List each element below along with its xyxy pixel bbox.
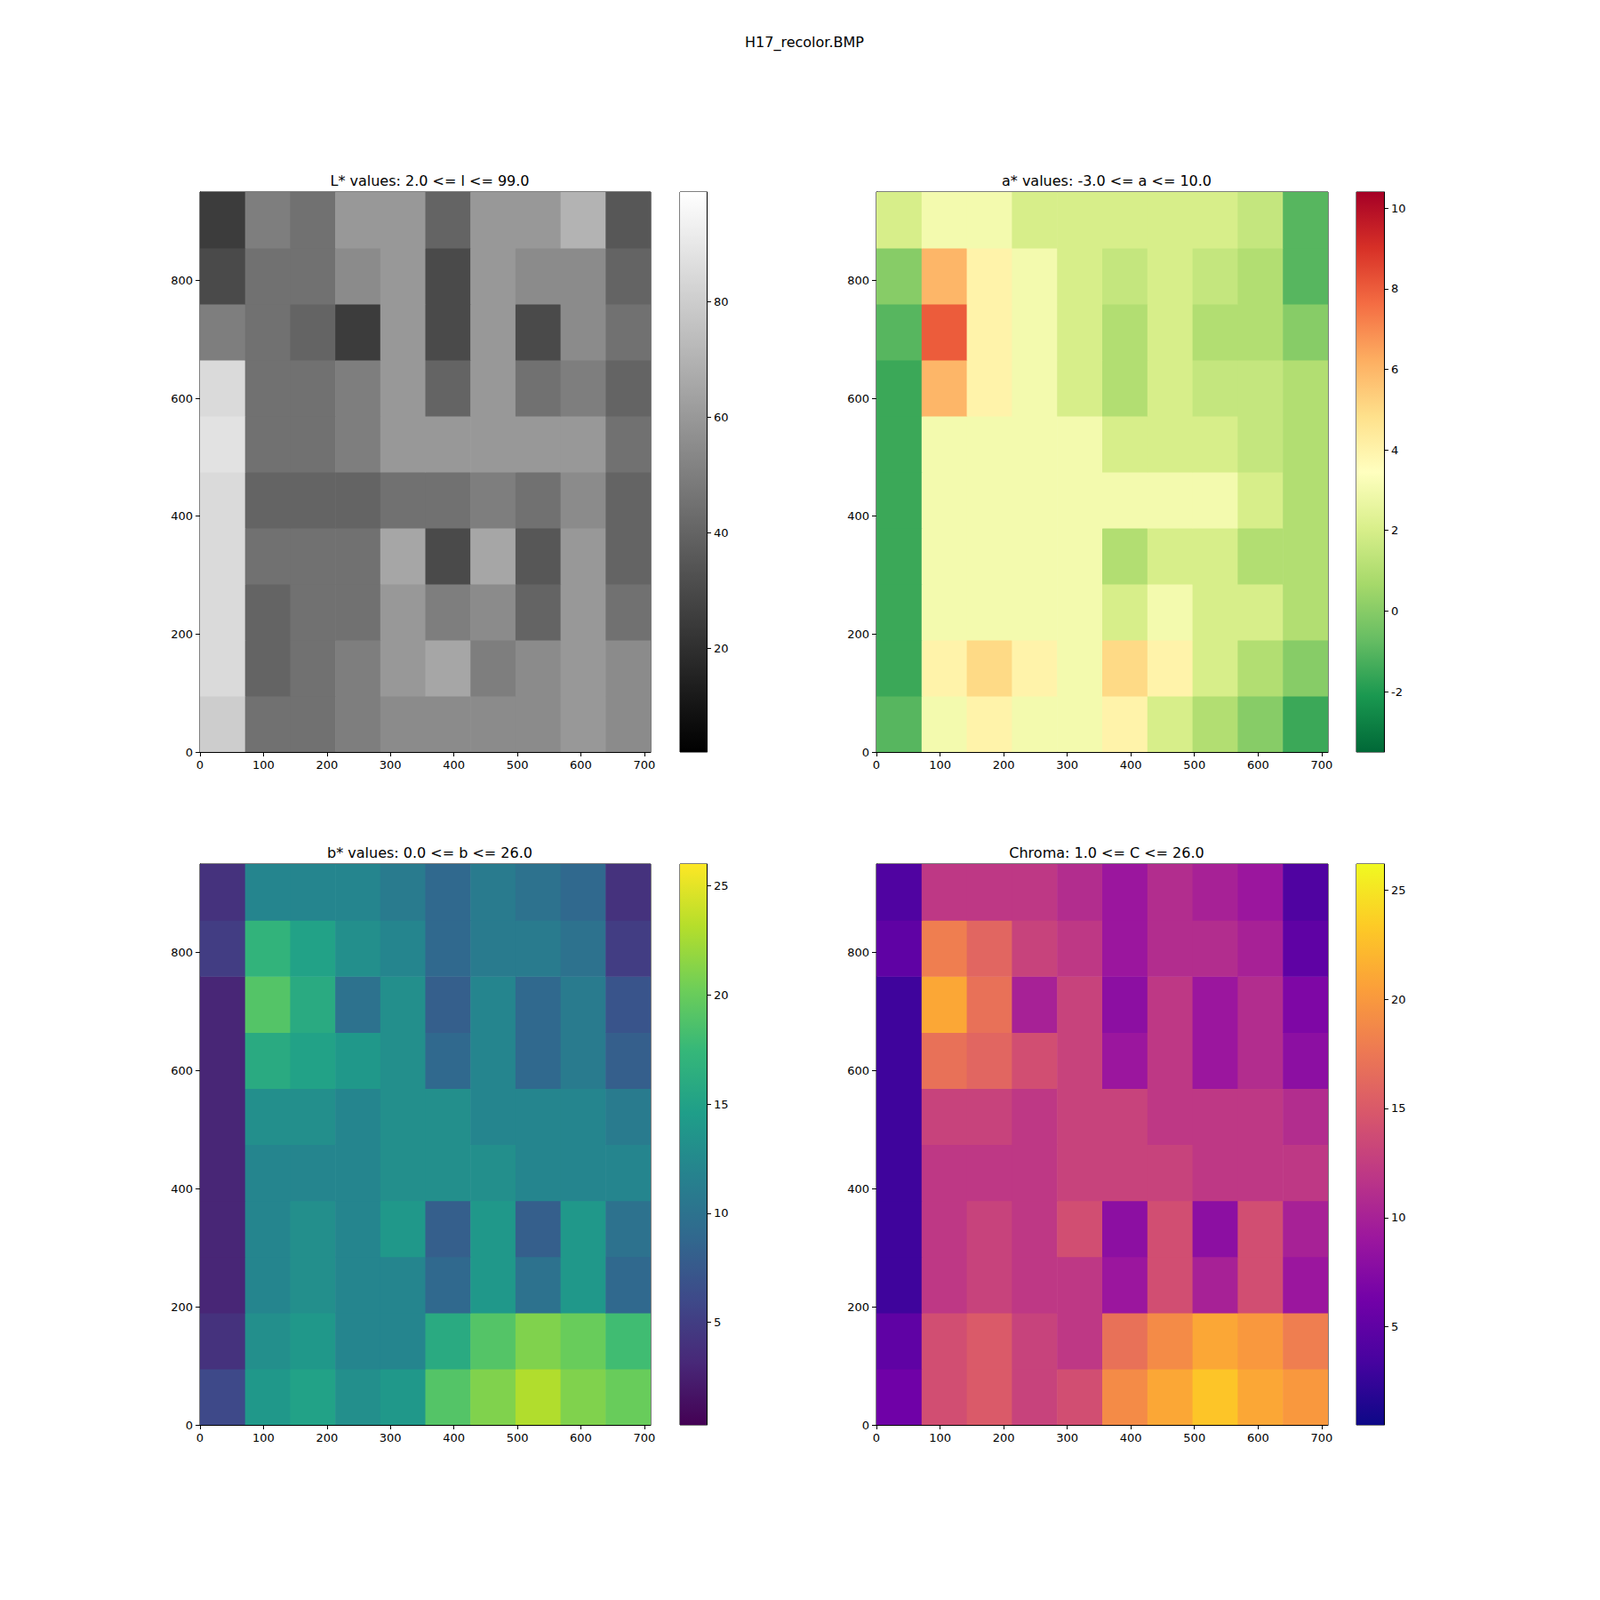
svg-text:300: 300 [379, 1431, 402, 1445]
svg-text:25: 25 [713, 879, 729, 893]
svg-text:400: 400 [170, 1182, 193, 1196]
svg-text:500: 500 [506, 1431, 529, 1445]
svg-text:Chroma: 1.0 <= C <= 26.0: Chroma: 1.0 <= C <= 26.0 [1008, 844, 1204, 862]
svg-text:500: 500 [506, 758, 529, 772]
svg-text:60: 60 [713, 410, 729, 424]
svg-text:100: 100 [252, 1431, 275, 1445]
svg-text:10: 10 [713, 1206, 729, 1220]
svg-text:700: 700 [1310, 1431, 1333, 1445]
svg-text:400: 400 [170, 509, 193, 523]
svg-text:600: 600 [569, 758, 592, 772]
svg-text:0: 0 [185, 745, 193, 760]
svg-text:200: 200 [992, 1431, 1016, 1445]
svg-text:100: 100 [928, 1431, 952, 1445]
svg-text:800: 800 [847, 273, 870, 288]
svg-text:600: 600 [847, 1064, 870, 1078]
svg-text:a* values: -3.0 <= a <= 10.0: a* values: -3.0 <= a <= 10.0 [1001, 172, 1212, 190]
svg-text:0: 0 [196, 1431, 204, 1445]
svg-text:300: 300 [379, 758, 402, 772]
svg-text:5: 5 [1391, 1320, 1399, 1334]
svg-text:H17_recolor.BMP: H17_recolor.BMP [744, 33, 864, 52]
svg-text:5: 5 [713, 1315, 721, 1329]
svg-text:0: 0 [862, 1418, 870, 1432]
svg-text:400: 400 [1120, 758, 1143, 772]
svg-text:20: 20 [713, 641, 729, 656]
svg-text:0: 0 [196, 758, 204, 772]
svg-text:500: 500 [1183, 758, 1206, 772]
svg-text:500: 500 [1183, 1431, 1206, 1445]
svg-text:0: 0 [872, 1431, 880, 1445]
svg-text:700: 700 [632, 758, 656, 772]
svg-text:400: 400 [847, 1182, 870, 1196]
svg-text:600: 600 [847, 392, 870, 406]
svg-text:2: 2 [1391, 523, 1399, 537]
svg-text:200: 200 [847, 627, 870, 641]
svg-text:200: 200 [315, 1431, 338, 1445]
svg-text:600: 600 [1247, 1431, 1270, 1445]
svg-text:20: 20 [713, 988, 729, 1002]
svg-text:400: 400 [442, 758, 465, 772]
svg-text:200: 200 [847, 1300, 870, 1314]
svg-text:600: 600 [170, 392, 193, 406]
svg-text:400: 400 [847, 509, 870, 523]
svg-text:800: 800 [170, 273, 193, 288]
svg-text:300: 300 [1056, 1431, 1079, 1445]
svg-text:400: 400 [442, 1431, 465, 1445]
svg-text:L* values: 2.0 <= l <= 99.0: L* values: 2.0 <= l <= 99.0 [330, 172, 530, 190]
svg-text:0: 0 [862, 745, 870, 760]
svg-text:b* values: 0.0 <= b <= 26.0: b* values: 0.0 <= b <= 26.0 [327, 844, 533, 862]
svg-text:400: 400 [1120, 1431, 1143, 1445]
svg-text:-2: -2 [1391, 685, 1403, 699]
svg-text:200: 200 [170, 627, 193, 641]
svg-text:100: 100 [252, 758, 275, 772]
svg-text:40: 40 [713, 526, 729, 540]
svg-text:10: 10 [1391, 201, 1407, 216]
svg-text:200: 200 [315, 758, 338, 772]
svg-text:0: 0 [872, 758, 880, 772]
svg-text:200: 200 [992, 758, 1016, 772]
svg-text:100: 100 [928, 758, 952, 772]
svg-text:700: 700 [632, 1431, 656, 1445]
svg-text:700: 700 [1310, 758, 1333, 772]
svg-text:600: 600 [569, 1431, 592, 1445]
svg-text:80: 80 [713, 295, 729, 309]
svg-text:600: 600 [1247, 758, 1270, 772]
svg-text:15: 15 [713, 1097, 729, 1112]
svg-text:0: 0 [185, 1418, 193, 1432]
svg-text:15: 15 [1391, 1101, 1407, 1115]
svg-text:600: 600 [170, 1064, 193, 1078]
svg-text:800: 800 [170, 945, 193, 960]
svg-text:200: 200 [170, 1300, 193, 1314]
svg-text:0: 0 [1391, 604, 1399, 618]
svg-text:4: 4 [1391, 443, 1399, 457]
svg-text:800: 800 [847, 945, 870, 960]
svg-text:6: 6 [1391, 362, 1399, 376]
svg-text:25: 25 [1391, 883, 1407, 897]
svg-text:20: 20 [1391, 992, 1407, 1007]
svg-text:10: 10 [1391, 1210, 1407, 1224]
svg-text:8: 8 [1391, 281, 1399, 296]
svg-text:300: 300 [1056, 758, 1079, 772]
